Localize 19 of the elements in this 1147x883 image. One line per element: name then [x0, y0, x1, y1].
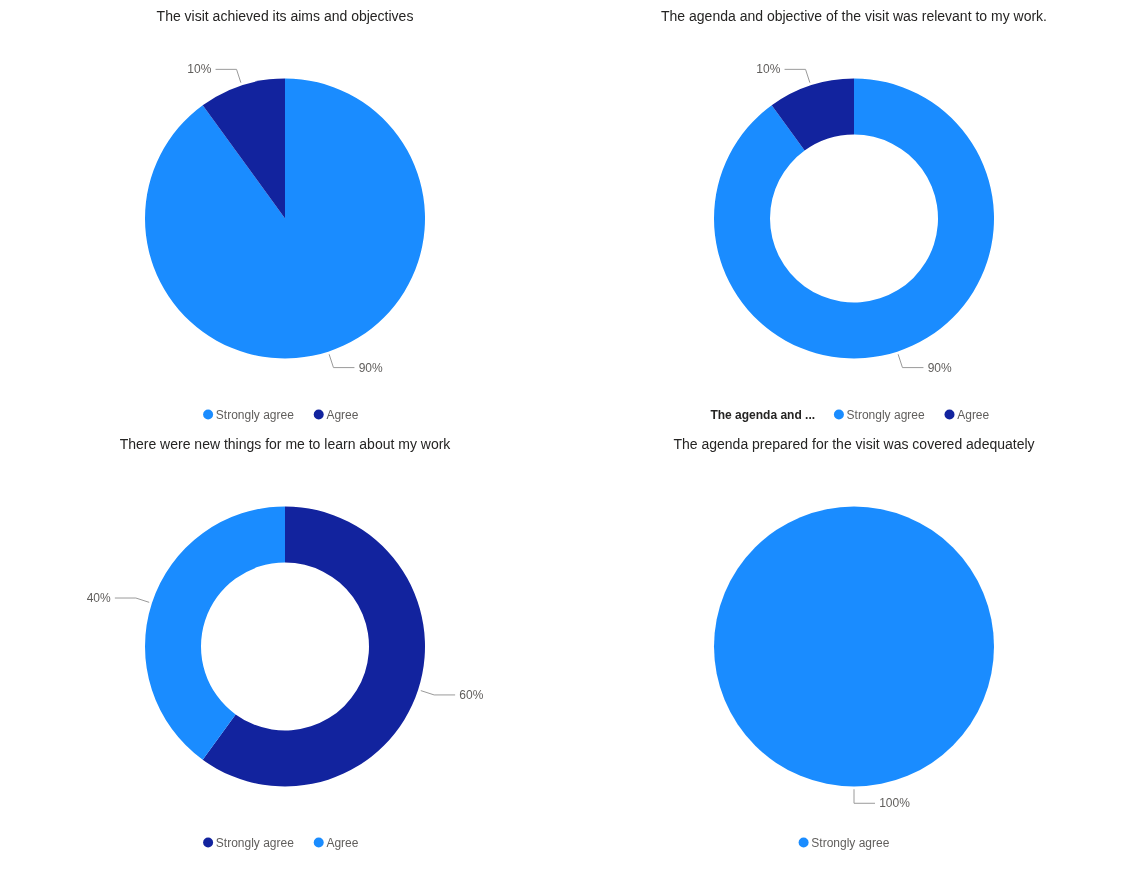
- data-label: 10%: [756, 62, 781, 77]
- chart-title: The visit achieved its aims and objectives: [156, 7, 414, 24]
- legend-label: Strongly agree: [811, 835, 890, 850]
- data-label: 90%: [358, 360, 383, 375]
- chart-title: The agenda and objective of the visit was relevant to my work.: [661, 7, 1047, 24]
- legend-label: Agree: [957, 407, 990, 422]
- data-label: 10%: [187, 62, 212, 77]
- data-label: 100%: [879, 796, 911, 811]
- data-label: 60%: [459, 687, 484, 702]
- legend-label: Strongly agree: [215, 407, 295, 422]
- legend-label: Strongly agree: [215, 835, 295, 850]
- data-label: 40%: [86, 591, 111, 606]
- legend-title: The agenda and ...: [710, 407, 816, 422]
- legend-label: Strongly agree: [846, 407, 925, 422]
- data-label: 90%: [927, 360, 952, 375]
- legend-label: Agree: [326, 835, 359, 850]
- legend-label: Agree: [326, 407, 359, 422]
- chart-title: There were new things for me to learn about my work: [119, 435, 452, 452]
- chart-title: The agenda prepared for the visit was covered adequately: [673, 435, 1035, 452]
